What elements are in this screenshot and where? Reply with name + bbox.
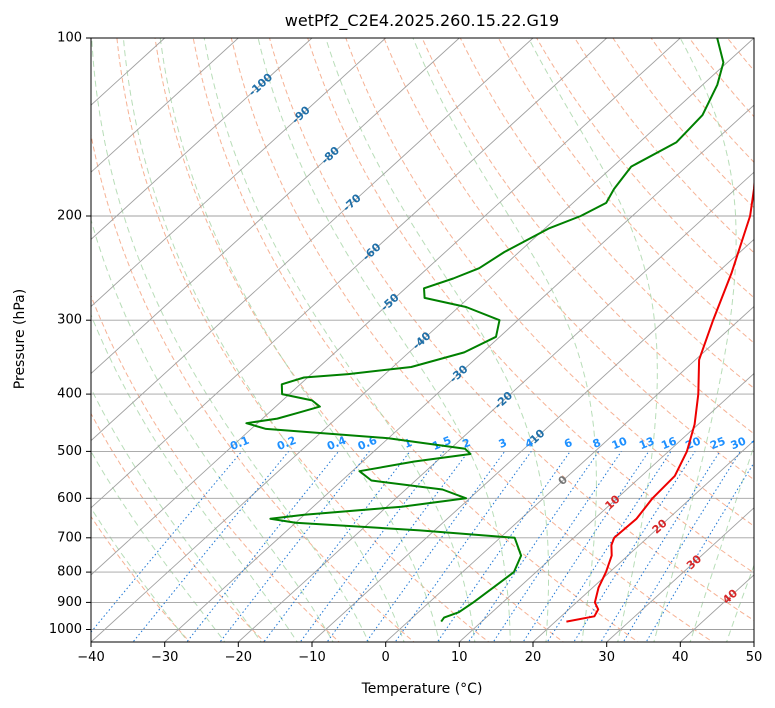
y-tick-label: 400 bbox=[57, 387, 82, 402]
moist-adiabat-line bbox=[726, 563, 754, 642]
x-axis: −40 −30 −20 −10 0 10 20 30 40 50 bbox=[77, 642, 762, 665]
isotherm-line bbox=[91, 38, 534, 442]
dry-adiabat-line bbox=[192, 38, 639, 642]
isotherm-line bbox=[311, 238, 754, 642]
x-tick-label: 10 bbox=[451, 650, 468, 665]
dry-adiabat-line bbox=[345, 38, 754, 527]
moist-adiabat-line bbox=[412, 38, 597, 642]
isotherm-line bbox=[91, 38, 608, 509]
mixing-ratio-label: 30 bbox=[729, 434, 748, 452]
mixing-ratio-label: 36 bbox=[750, 434, 769, 452]
plot-frame bbox=[90, 37, 755, 643]
isotherm-line bbox=[606, 507, 754, 642]
isotherm-line bbox=[91, 38, 460, 375]
mixing-ratio-lines bbox=[91, 451, 754, 642]
dry-adiabat-line bbox=[307, 38, 754, 574]
mixing-ratio-label: 13 bbox=[637, 435, 656, 453]
mixing-ratio-line bbox=[436, 451, 571, 642]
isotherm-line bbox=[91, 38, 387, 308]
isotherm-line bbox=[91, 38, 313, 240]
dry-adiabat-line bbox=[91, 132, 415, 642]
moist-adiabat-line bbox=[91, 218, 334, 642]
y-tick-label: 300 bbox=[57, 313, 82, 328]
y-tick-label: 1000 bbox=[49, 622, 82, 637]
mixing-ratio-line bbox=[186, 451, 339, 642]
moist-adiabat-line bbox=[122, 38, 405, 642]
y-tick-label: 700 bbox=[57, 530, 82, 545]
dry-adiabat-line bbox=[536, 38, 754, 299]
mixing-ratio-label: 2 bbox=[461, 436, 473, 451]
y-tick-label: 200 bbox=[57, 209, 82, 224]
x-axis-label: Temperature (°C) bbox=[361, 681, 483, 697]
moist-adiabats bbox=[91, 38, 754, 642]
y-tick-label: 800 bbox=[57, 565, 82, 580]
dry-adiabat-line bbox=[421, 38, 754, 435]
isotherm-line bbox=[385, 305, 754, 642]
x-tick-label: 20 bbox=[525, 650, 542, 665]
mixing-ratio-line bbox=[326, 451, 469, 642]
mixing-ratio-line bbox=[394, 451, 532, 642]
y-axis: 1000 900 800 700 600 500 400 300 200 100 bbox=[49, 31, 91, 637]
dry-adiabat-line bbox=[383, 38, 754, 481]
moist-adiabat-line bbox=[91, 450, 226, 642]
y-tick-label: 100 bbox=[57, 31, 82, 46]
mixing-ratio-label: 10 bbox=[610, 434, 629, 452]
isotherm-line bbox=[532, 440, 754, 642]
temperature-profile bbox=[566, 175, 754, 623]
moist-adiabat-line bbox=[91, 38, 370, 642]
sounding-profiles bbox=[245, 38, 754, 623]
x-tick-label: 0 bbox=[382, 650, 390, 665]
isotherms bbox=[91, 38, 754, 642]
y-tick-label: 600 bbox=[57, 491, 82, 506]
moist-adiabat-line bbox=[203, 38, 476, 642]
dry-adiabat-line bbox=[268, 38, 754, 622]
dry-adiabat-line bbox=[459, 38, 754, 389]
moist-adiabat-line bbox=[159, 38, 441, 642]
moist-adiabat-line bbox=[689, 444, 754, 642]
x-tick-label: 50 bbox=[746, 650, 763, 665]
mixing-ratio-line bbox=[467, 451, 600, 642]
y-axis-label: Pressure (hPa) bbox=[12, 289, 28, 389]
x-tick-label: −10 bbox=[298, 650, 325, 665]
y-tick-label: 900 bbox=[57, 595, 82, 610]
isotherm-line bbox=[164, 104, 754, 642]
mixing-ratio-label: 3 bbox=[497, 436, 509, 451]
moist-adiabat-line bbox=[91, 507, 189, 642]
dewpoint-profile bbox=[245, 38, 725, 623]
mixing-ratio-line bbox=[219, 451, 370, 642]
mixing-ratio-line bbox=[132, 451, 289, 642]
mixing-ratio-label: 1 bbox=[402, 436, 414, 451]
moist-adiabat-line bbox=[91, 387, 262, 642]
x-tick-label: 30 bbox=[598, 650, 615, 665]
mixing-ratio-line bbox=[522, 451, 650, 642]
isotherm-line bbox=[91, 38, 754, 642]
dry-adiabat-line bbox=[497, 38, 754, 344]
isotherm-line bbox=[458, 372, 754, 642]
x-tick-label: 40 bbox=[672, 650, 689, 665]
isotherm-line bbox=[91, 38, 239, 173]
moist-adiabat-line bbox=[91, 313, 298, 642]
isotherm-line bbox=[237, 171, 754, 642]
moist-adiabat-line bbox=[257, 38, 511, 642]
moist-adiabat-line bbox=[528, 38, 658, 642]
pressure-gridlines bbox=[91, 38, 754, 630]
y-tick-label: 500 bbox=[57, 444, 82, 459]
mixing-ratio-line bbox=[365, 451, 506, 642]
x-tick-label: −40 bbox=[77, 650, 104, 665]
dry-adiabat-line bbox=[91, 294, 340, 642]
mixing-ratio-line bbox=[600, 451, 721, 642]
mixing-ratio-line bbox=[573, 451, 696, 642]
x-tick-label: −30 bbox=[151, 650, 178, 665]
chart-title: wetPf2_C2E4.2025.260.15.22.G19 bbox=[285, 11, 559, 31]
isotherm-line bbox=[91, 38, 681, 576]
mixing-ratio-line bbox=[546, 451, 672, 642]
mixing-ratio-line bbox=[299, 451, 445, 642]
mixing-ratio-label: 8 bbox=[591, 436, 603, 451]
x-tick-label: −20 bbox=[225, 650, 252, 665]
mixing-ratio-line bbox=[492, 451, 622, 642]
mixing-ratio-label: 16 bbox=[659, 434, 678, 452]
mixing-ratio-label: 25 bbox=[708, 435, 727, 453]
